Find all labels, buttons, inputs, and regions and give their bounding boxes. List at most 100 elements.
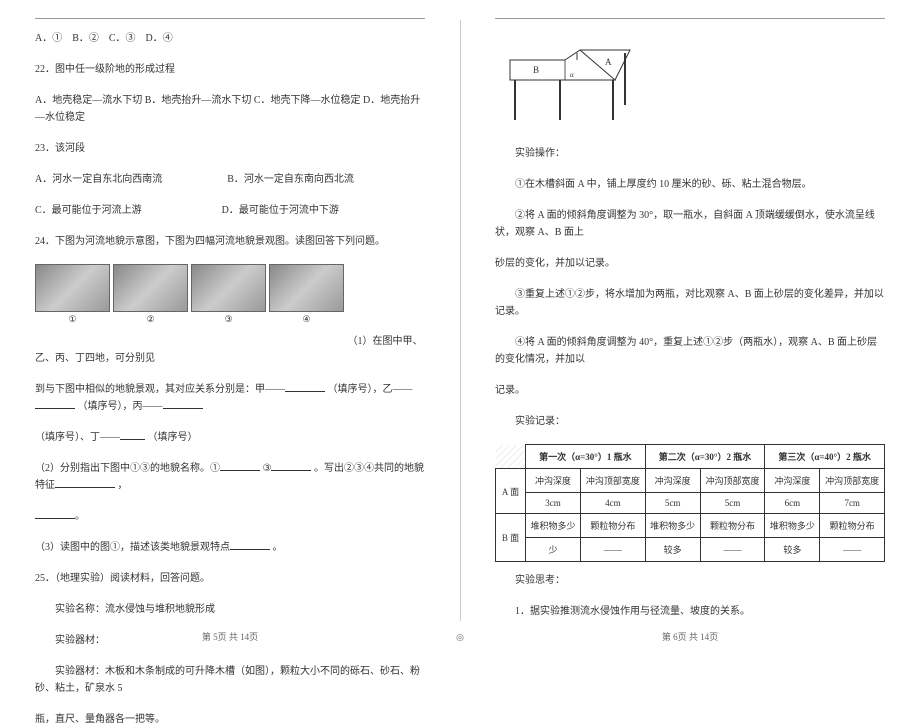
q24-3: （3）读图中的图①，描述该类地貌景观特点 。 xyxy=(35,539,425,556)
cell: 冲沟深度 xyxy=(526,469,581,493)
q23-b: B．河水一定自东南向西北流 xyxy=(227,174,354,185)
svg-text:α: α xyxy=(570,71,574,79)
cell: 冲沟深度 xyxy=(645,469,700,493)
cell: 较多 xyxy=(765,538,820,562)
cell: 冲沟深度 xyxy=(765,469,820,493)
landscape-img-1 xyxy=(35,264,110,312)
table-corner xyxy=(496,445,526,469)
op-title: 实验操作： xyxy=(495,145,885,162)
table-row: A 面 冲沟深度 冲沟顶部宽度 冲沟深度 冲沟顶部宽度 冲沟深度 冲沟顶部宽度 xyxy=(496,469,885,493)
table-row: 第一次（α=30°）1 瓶水 第二次（α=30°）2 瓶水 第三次（α=40°）… xyxy=(496,445,885,469)
op1: ①在木槽斜面 A 中，铺上厚度约 10 厘米的砂、砾、粘土混合物层。 xyxy=(495,176,885,193)
q23-row1: A．河水一定自东北向西南流 B．河水一定自东南向西北流 xyxy=(35,171,425,188)
q23-row2: C．最可能位于河流上游 D．最可能位于河流中下游 xyxy=(35,202,425,219)
blank-3[interactable] xyxy=(163,399,203,409)
blank-7[interactable] xyxy=(55,478,115,488)
q24-2: （2）分别指出下图中①③的地貌名称。① ③ 。写出②③④共同的地貌特征 ， xyxy=(35,460,425,494)
img-label-1: ① xyxy=(35,314,110,325)
blank-4[interactable] xyxy=(120,430,145,440)
op3: ③重复上述①②步，将水增加为两瓶，对比观察 A、B 面上砂层的变化差异，并加以记… xyxy=(495,286,885,320)
q23-a: A．河水一定自东北向西南流 xyxy=(35,174,162,185)
cell: 冲沟顶部宽度 xyxy=(820,469,885,493)
q24-2-blank: 。 xyxy=(35,508,425,525)
cell: 7cm xyxy=(820,493,885,514)
cell: 4cm xyxy=(581,493,646,514)
blank-5[interactable] xyxy=(220,461,260,471)
op2a: ②将 A 面的倾斜角度调整为 30°，取一瓶水，自斜面 A 顶端缓缓倒水，使水流… xyxy=(495,207,885,241)
footer-left: 第 5页 共 14页 xyxy=(0,630,460,643)
blank-6[interactable] xyxy=(271,461,311,471)
column-divider xyxy=(460,20,461,621)
cell: 冲沟顶部宽度 xyxy=(581,469,646,493)
cell: 冲沟顶部宽度 xyxy=(700,469,765,493)
top-rule-left xyxy=(35,18,425,19)
blank-8[interactable] xyxy=(35,509,75,519)
cell: 少 xyxy=(526,538,581,562)
cell: —— xyxy=(700,538,765,562)
op4b: 记录。 xyxy=(495,382,885,399)
landscape-img-3 xyxy=(191,264,266,312)
footer-right: 第 6页 共 14页 xyxy=(460,630,920,643)
img-label-3: ③ xyxy=(191,314,266,325)
svg-text:B: B xyxy=(533,65,539,75)
experiment-table: 第一次（α=30°）1 瓶水 第二次（α=30°）2 瓶水 第三次（α=40°）… xyxy=(495,444,885,562)
landscape-img-4 xyxy=(269,264,344,312)
cell: 3cm xyxy=(526,493,581,514)
q25-material2: 瓶，直尺、量角器各一把等。 xyxy=(35,711,425,728)
cell: 较多 xyxy=(645,538,700,562)
q25-material: 实验器材：木板和木条制成的可升降木槽（如图），颗粒大小不同的砾石、砂石、粉砂、粘… xyxy=(35,663,425,697)
left-column: A．① B．② C．③ D．④ 22．图中任一级阶地的形成过程 A．地壳稳定—流… xyxy=(0,0,460,651)
q24-2-b: ③ xyxy=(263,463,272,474)
page-container: A．① B．② C．③ D．④ 22．图中任一级阶地的形成过程 A．地壳稳定—流… xyxy=(0,0,920,651)
cell: 堆积物多少 xyxy=(645,514,700,538)
img-label-4: ④ xyxy=(269,314,344,325)
th-3: 第三次（α=40°）2 瓶水 xyxy=(765,445,885,469)
image-row xyxy=(35,264,425,312)
table-row: 3cm 4cm 5cm 5cm 6cm 7cm xyxy=(496,493,885,514)
q23-c: C．最可能位于河流上游 xyxy=(35,205,142,216)
cell: —— xyxy=(820,538,885,562)
blank-1[interactable] xyxy=(285,382,325,392)
top-rule-right xyxy=(495,18,885,19)
cell: 堆积物多少 xyxy=(765,514,820,538)
record-title: 实验记录： xyxy=(495,413,885,430)
q25-title: 25．（地理实验）阅读材料，回答问题。 xyxy=(35,570,425,587)
image-labels: ① ② ③ ④ xyxy=(35,314,425,325)
cell: 5cm xyxy=(700,493,765,514)
cell: 颗粒物分布 xyxy=(700,514,765,538)
row-a-label: A 面 xyxy=(496,469,526,514)
cell: 6cm xyxy=(765,493,820,514)
blank-9[interactable] xyxy=(230,540,270,550)
cell: —— xyxy=(581,538,646,562)
table-row: 少 —— 较多 —— 较多 —— xyxy=(496,538,885,562)
q25-name: 实验名称：流水侵蚀与堆积地貌形成 xyxy=(35,601,425,618)
q24-1-a: （1）在图中甲、乙、丙、丁四地，可分别见 xyxy=(35,336,423,364)
think-title: 实验思考： xyxy=(495,572,885,589)
think-1: 1．据实验推测流水侵蚀作用与径流量、坡度的关系。 xyxy=(495,603,885,620)
q24-1-c: （填序号），乙—— xyxy=(328,384,413,395)
q23-d: D．最可能位于河流中下游 xyxy=(222,205,339,216)
op2b: 砂层的变化，并加以记录。 xyxy=(495,255,885,272)
op4a: ④将 A 面的倾斜角度调整为 40°，重复上述①②步（两瓶水），观察 A、B 面… xyxy=(495,334,885,368)
q21-options: A．① B．② C．③ D．④ xyxy=(35,30,425,47)
cell: 颗粒物分布 xyxy=(820,514,885,538)
q22-options: A．地壳稳定—流水下切 B．地壳抬升—流水下切 C．地壳下降—水位稳定 D．地壳… xyxy=(35,92,425,126)
blank-2[interactable] xyxy=(35,399,75,409)
q24-3-a: （3）读图中的图①，描述该类地貌景观特点 xyxy=(35,542,230,553)
row-b-label: B 面 xyxy=(496,514,526,562)
q24-2-d: ， xyxy=(118,480,128,491)
table-row: B 面 堆积物多少 颗粒物分布 堆积物多少 颗粒物分布 堆积物多少 颗粒物分布 xyxy=(496,514,885,538)
q24-1-cont2: （填序号）、丁—— （填序号） xyxy=(35,429,425,446)
q24-3-b: 。 xyxy=(273,542,283,553)
th-2: 第二次（α=30°）2 瓶水 xyxy=(645,445,765,469)
q24-1-e: （填序号）、丁—— xyxy=(35,432,120,443)
q24-1: （1）在图中甲、乙、丙、丁四地，可分别见 xyxy=(35,333,425,367)
q23-title: 23．该河段 xyxy=(35,140,425,157)
q24-1-d: （填序号），丙—— xyxy=(78,401,163,412)
q24-1-b: 到与下图中相似的地貌景观，其对应关系分别是：甲—— xyxy=(35,384,285,395)
landscape-img-2 xyxy=(113,264,188,312)
wood-trough-diagram: B A α xyxy=(495,35,675,135)
th-1: 第一次（α=30°）1 瓶水 xyxy=(526,445,646,469)
cell: 颗粒物分布 xyxy=(581,514,646,538)
right-column: B A α 实验操作： ①在木槽斜面 A 中，铺上厚度约 10 厘米的砂、砾、粘… xyxy=(460,0,920,651)
